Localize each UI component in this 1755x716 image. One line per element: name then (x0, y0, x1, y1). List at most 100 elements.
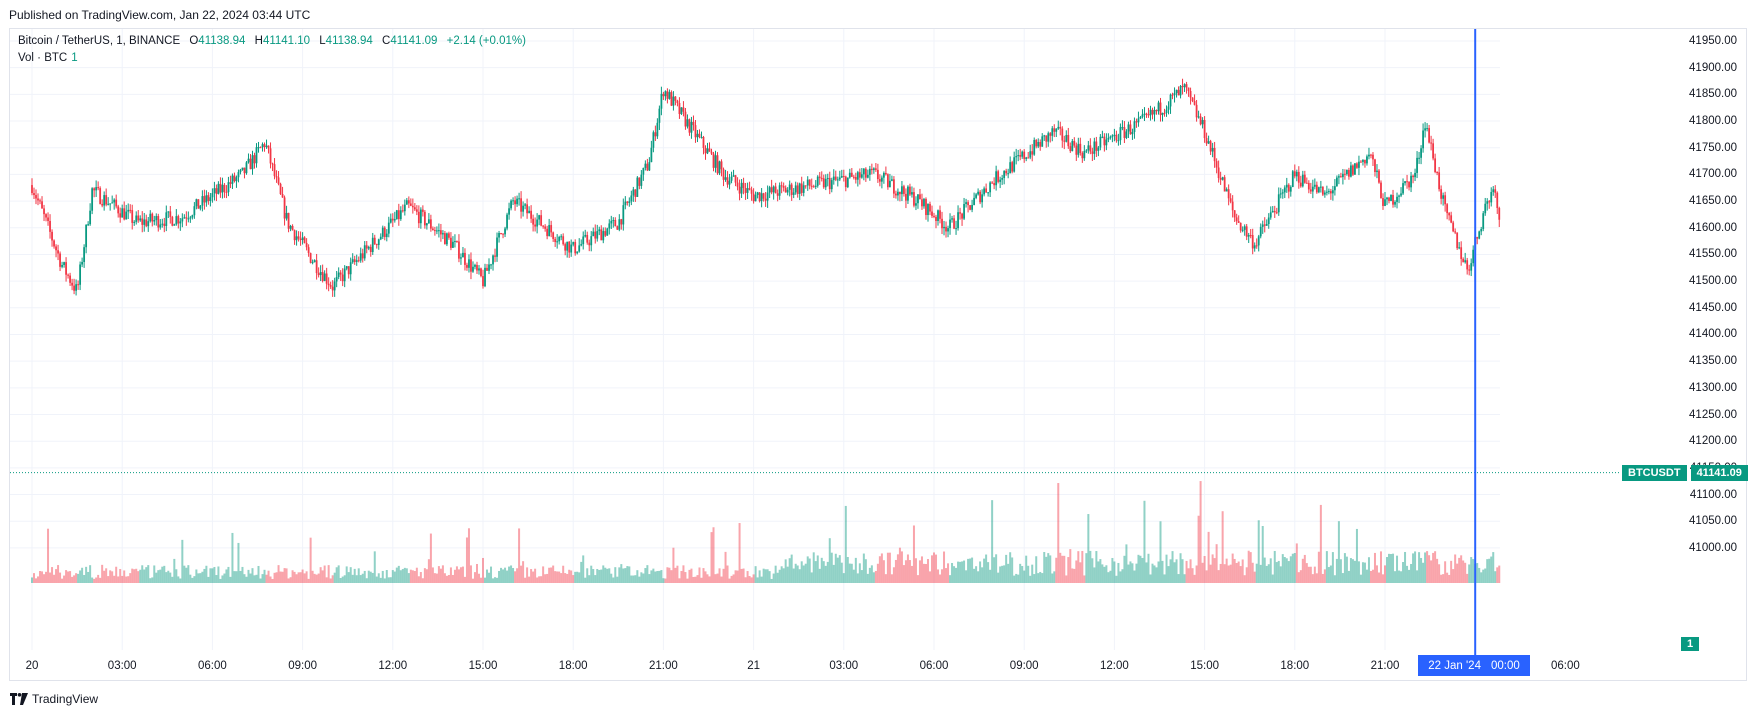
time-axis-label: 21:00 (1370, 660, 1400, 672)
candle-body (1265, 224, 1268, 226)
candle-body (456, 241, 458, 243)
volume-bar (1233, 558, 1236, 583)
candle-body (919, 194, 921, 200)
candle-body (1055, 128, 1058, 132)
volume-bar (804, 563, 807, 583)
candle-body (1101, 136, 1104, 138)
candle-body (269, 148, 272, 164)
volume-bar (1121, 569, 1124, 583)
volume-bar (806, 556, 809, 583)
candle-body (1480, 229, 1483, 232)
candle-body (720, 161, 723, 170)
price-tag-value: 41141.09 (1690, 464, 1748, 481)
candle-body (802, 185, 805, 193)
price-axis-label: 41100.00 (1689, 488, 1737, 501)
volume-bar (1199, 481, 1202, 583)
volume-bar (1083, 575, 1086, 583)
volume-bar (363, 570, 366, 583)
volume-bar (764, 569, 767, 583)
candle-body (119, 213, 122, 218)
volume-bar (542, 566, 545, 583)
candle-body (1430, 142, 1433, 144)
volume-legend-value: 1 (71, 52, 78, 64)
candle-body (832, 176, 835, 181)
candle-body (882, 172, 885, 178)
candle-body (1444, 195, 1447, 205)
candle-body (997, 171, 1000, 182)
candle-body (63, 262, 65, 265)
candle-body (1019, 155, 1022, 157)
volume-bar (1428, 555, 1431, 583)
volume-bar (1127, 564, 1130, 583)
volume-bar (941, 569, 944, 583)
candle-body (454, 241, 456, 243)
volume-bar (772, 573, 775, 583)
candle-body (417, 211, 420, 224)
candle-body (1041, 136, 1044, 147)
candle-body (1438, 172, 1441, 190)
candle-body (1378, 170, 1380, 183)
candle-body (409, 203, 412, 206)
volume-bar (145, 567, 148, 583)
volume-bar (520, 565, 523, 583)
candle-body (963, 204, 965, 219)
candle-body (528, 210, 531, 214)
candle-body (313, 260, 316, 263)
candle-body (764, 198, 767, 201)
candle-body (512, 200, 514, 202)
candle-body (341, 274, 344, 282)
volume-bar (1410, 563, 1413, 583)
volume-bar (630, 575, 633, 583)
volume-bar (1125, 544, 1128, 583)
volume-bar (403, 567, 406, 583)
volume-bar (1007, 563, 1010, 583)
price-axis-label: 41000.00 (1689, 541, 1737, 554)
volume-bar (1434, 551, 1437, 583)
candle-body (1203, 119, 1206, 139)
volume-bar (698, 567, 701, 583)
candle-body (1163, 112, 1166, 114)
volume-bar (939, 574, 942, 583)
volume-bar (1203, 555, 1206, 583)
candle-body (1099, 136, 1102, 148)
legend-symbol[interactable]: Bitcoin / TetherUS, 1, BINANCE (18, 35, 181, 47)
candle-body (139, 218, 142, 221)
volume-bar (492, 578, 495, 583)
candle-body (971, 204, 973, 210)
candle-body (1327, 191, 1330, 193)
volume-bar (1129, 561, 1132, 583)
volume-bar (1005, 554, 1008, 583)
tradingview-brand[interactable]: TradingView (10, 692, 98, 706)
volume-bar (528, 576, 531, 583)
volume-bar (1063, 555, 1066, 583)
candle-body (913, 192, 915, 206)
volume-bar (259, 578, 262, 583)
candle-body (113, 199, 116, 203)
candle-body (151, 213, 154, 222)
candle-body (931, 211, 933, 216)
candle-body (83, 247, 86, 262)
candle-body (1476, 237, 1479, 239)
candle-body (876, 169, 879, 180)
volume-bar (79, 570, 82, 583)
volume-bar (688, 569, 691, 583)
candle-body (45, 214, 47, 218)
volume-bar (373, 551, 376, 583)
candle-body (1408, 181, 1410, 188)
candle-body (552, 232, 555, 239)
candle-body (367, 246, 370, 249)
volume-bar (73, 575, 76, 583)
volume-bar (642, 573, 645, 583)
volume-legend-label[interactable]: Vol · BTC (18, 52, 68, 64)
volume-bar (279, 571, 282, 583)
candle-body (704, 147, 707, 154)
legend-close-label: C (382, 35, 391, 47)
candle-body (1295, 171, 1298, 177)
candle-body (389, 218, 392, 223)
candle-body (1003, 170, 1006, 179)
volume-bar (1027, 565, 1030, 583)
candle-body (1247, 235, 1250, 237)
candle-body (1337, 176, 1340, 178)
volume-bar (1013, 575, 1016, 583)
